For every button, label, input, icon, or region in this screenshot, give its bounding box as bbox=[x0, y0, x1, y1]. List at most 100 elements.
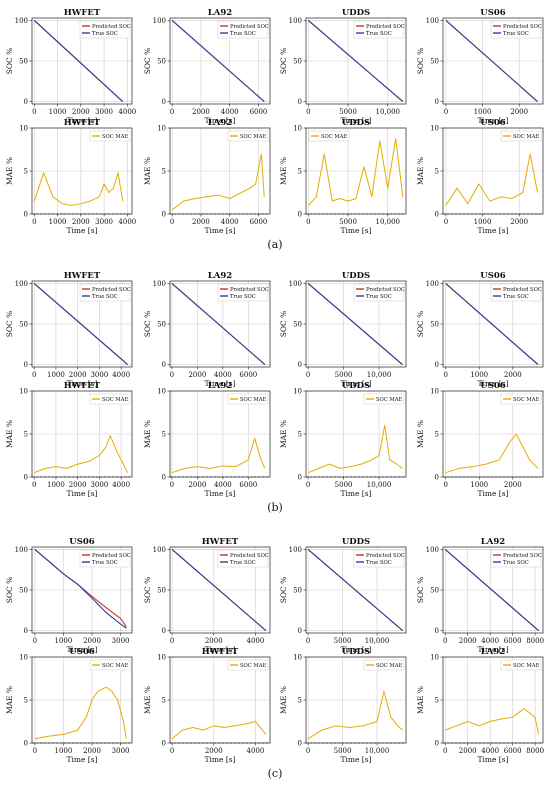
x-tick-label: 5000 bbox=[335, 371, 353, 379]
subplot-title: US06 bbox=[480, 8, 505, 18]
x-tick-label: 3000 bbox=[90, 481, 108, 489]
y-tick-label: 0 bbox=[298, 474, 302, 482]
x-tick-label: 0 bbox=[170, 637, 174, 645]
legend: SOC MAE bbox=[308, 130, 350, 142]
x-axis-label: Time [s] bbox=[340, 489, 371, 498]
x-tick-label: 8000 bbox=[526, 637, 544, 645]
y-tick-label: 100 bbox=[289, 280, 302, 288]
x-tick-label: 4000 bbox=[481, 747, 499, 755]
series-line-a bbox=[34, 686, 127, 740]
x-axis-label: Time [s] bbox=[477, 755, 508, 764]
y-axis-label: MAE % bbox=[416, 686, 425, 714]
legend: SOC MAE bbox=[227, 130, 269, 142]
x-tick-label: 2000 bbox=[188, 371, 206, 379]
legend-label: SOC MAE bbox=[513, 663, 539, 669]
y-tick-label: 50 bbox=[293, 587, 302, 595]
y-tick-label: 5 bbox=[435, 431, 439, 439]
y-axis-label: MAE % bbox=[416, 157, 425, 185]
y-axis-label: SOC % bbox=[143, 577, 152, 604]
subplot-title: UDDS bbox=[342, 118, 370, 128]
legend-label: Predicted SOC bbox=[366, 287, 405, 293]
y-tick-label: 0 bbox=[24, 740, 28, 748]
y-tick-label: 100 bbox=[153, 17, 166, 25]
legend-label: SOC MAE bbox=[240, 663, 266, 669]
x-axis-label: Time [s] bbox=[204, 755, 235, 764]
x-tick-label: 0 bbox=[32, 218, 36, 226]
legend-box bbox=[79, 549, 131, 568]
x-axis-label: Time [s] bbox=[340, 116, 371, 125]
x-tick-label: 0 bbox=[306, 218, 310, 226]
x-axis-label: Time [s] bbox=[340, 379, 371, 388]
x-tick-label: 4000 bbox=[112, 371, 130, 379]
x-tick-label: 0 bbox=[32, 481, 36, 489]
y-tick-label: 0 bbox=[162, 98, 166, 106]
x-tick-label: 0 bbox=[443, 637, 447, 645]
y-tick-label: 10 bbox=[19, 388, 28, 396]
y-axis-label: MAE % bbox=[143, 686, 152, 714]
y-tick-label: 0 bbox=[435, 740, 439, 748]
x-tick-label: 6000 bbox=[250, 218, 268, 226]
y-tick-label: 0 bbox=[435, 627, 439, 635]
legend: SOC MAE bbox=[227, 659, 269, 671]
legend-box bbox=[353, 283, 405, 302]
x-tick-label: 4000 bbox=[112, 481, 130, 489]
series-line-b bbox=[445, 283, 539, 365]
subplot-title: LA92 bbox=[208, 8, 232, 18]
y-tick-label: 10 bbox=[430, 388, 439, 396]
y-tick-label: 50 bbox=[293, 58, 302, 66]
x-axis-label: Time [s] bbox=[204, 379, 235, 388]
series-line-b bbox=[171, 20, 265, 102]
panel-label-b: (b) bbox=[267, 501, 283, 514]
y-tick-label: 100 bbox=[15, 546, 28, 554]
y-tick-label: 10 bbox=[430, 125, 439, 133]
legend-label: True SOC bbox=[92, 31, 118, 37]
x-tick-label: 0 bbox=[306, 637, 310, 645]
y-tick-label: 100 bbox=[153, 546, 166, 554]
legend-box bbox=[363, 659, 405, 671]
y-axis-label: SOC % bbox=[143, 48, 152, 75]
legend-label: SOC MAE bbox=[102, 134, 128, 140]
subplot-title: HWFET bbox=[64, 271, 101, 281]
legend: SOC MAE bbox=[227, 393, 269, 405]
y-tick-label: 0 bbox=[435, 98, 439, 106]
y-tick-label: 5 bbox=[435, 168, 439, 176]
subplot-title: LA92 bbox=[208, 271, 232, 281]
series-line-a bbox=[445, 153, 539, 206]
y-tick-label: 0 bbox=[162, 361, 166, 369]
y-tick-label: 50 bbox=[19, 321, 28, 329]
x-tick-label: 5000 bbox=[339, 108, 357, 116]
legend-label: SOC MAE bbox=[240, 397, 266, 403]
x-tick-label: 2000 bbox=[510, 218, 528, 226]
subplot-title: UDDS bbox=[342, 8, 370, 18]
legend-box bbox=[227, 659, 269, 671]
legend-box bbox=[490, 283, 542, 302]
y-tick-label: 50 bbox=[157, 587, 166, 595]
legend-label: True SOC bbox=[503, 31, 529, 37]
x-tick-label: 6000 bbox=[239, 371, 257, 379]
x-tick-label: 1000 bbox=[49, 108, 67, 116]
y-tick-label: 10 bbox=[19, 125, 28, 133]
subplot-title: US06 bbox=[69, 537, 94, 547]
subplot-title: HWFET bbox=[202, 647, 239, 657]
y-axis-label: MAE % bbox=[416, 420, 425, 448]
x-tick-label: 3000 bbox=[90, 371, 108, 379]
subplot-title: HWFET bbox=[202, 537, 239, 547]
y-tick-label: 100 bbox=[15, 17, 28, 25]
series-line-a bbox=[171, 437, 266, 474]
legend-box bbox=[217, 20, 269, 39]
x-tick-label: 2000 bbox=[504, 481, 522, 489]
x-tick-label: 2000 bbox=[83, 637, 101, 645]
y-axis-label: SOC % bbox=[143, 311, 152, 338]
legend-label: True SOC bbox=[366, 31, 392, 37]
y-tick-label: 0 bbox=[162, 627, 166, 635]
y-tick-label: 5 bbox=[162, 168, 166, 176]
x-tick-label: 3000 bbox=[95, 218, 113, 226]
